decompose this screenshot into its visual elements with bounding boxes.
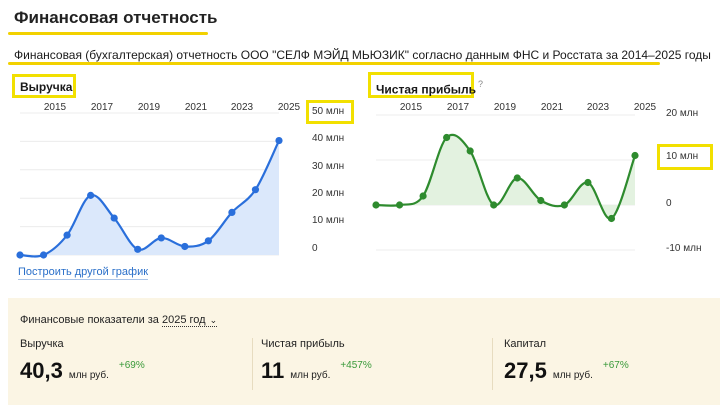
revenue-y-tick: 40 млн <box>312 133 345 144</box>
year-label: 2023 <box>586 102 610 113</box>
metric-name: Капитал <box>504 338 547 350</box>
revenue-y-tick: 30 млн <box>312 161 345 172</box>
metric-change: +67% <box>602 360 629 371</box>
data-point <box>560 201 568 209</box>
data-point <box>181 242 189 251</box>
selected-year: 2025 год <box>162 314 206 326</box>
revenue-y-tick: 50 млн <box>312 106 345 117</box>
page-title: Финансовая отчетность <box>14 8 218 27</box>
metric-name: Выручка <box>20 338 64 350</box>
year-label: 2017 <box>90 102 114 113</box>
build-another-chart-link[interactable]: Построить другой график <box>18 266 149 280</box>
report-subtitle: Финансовая (бухгалтерская) отчетность ОО… <box>14 48 711 62</box>
year-label: 2015 <box>399 102 423 113</box>
metric-unit: млн руб. <box>290 370 331 381</box>
metric-revenue: Выручка 40,3 млн руб. +69% <box>20 338 145 384</box>
revenue-y-tick: 10 млн <box>312 215 345 226</box>
data-point <box>631 151 639 160</box>
series-line <box>374 133 637 220</box>
data-point <box>490 201 498 209</box>
profit-y-tick: 20 млн <box>666 108 699 119</box>
year-label: 2015 <box>43 102 67 113</box>
revenue-y-tick: 20 млн <box>312 188 345 199</box>
year-label: 2021 <box>540 102 564 113</box>
profit-chart-label: Чистая прибыль <box>376 82 476 97</box>
year-label: 2025 <box>277 102 301 113</box>
year-label: 2019 <box>137 102 161 113</box>
data-point <box>251 186 260 194</box>
profit-y-tick: 0 <box>666 198 672 209</box>
title-highlight-underline <box>8 32 208 35</box>
metric-name: Чистая прибыль <box>261 338 345 350</box>
metric-value: 11 <box>261 358 285 383</box>
profit-label-highlight <box>368 72 474 98</box>
metric-capital: Капитал 27,5 млн руб. +67% <box>504 338 629 384</box>
data-point <box>134 245 142 253</box>
summary-header: Финансовые показатели за 2025 год ⌄ <box>20 314 218 327</box>
data-point <box>395 201 404 209</box>
data-point <box>584 178 592 187</box>
metric-value: 40,3 <box>20 358 63 383</box>
summary-prefix: Финансовые показатели за <box>20 314 159 326</box>
year-label: 2023 <box>230 102 254 113</box>
help-icon[interactable]: ? <box>477 79 483 89</box>
metric-change: +457% <box>340 360 372 371</box>
profit-y-tick: 10 млн <box>666 151 699 162</box>
data-point <box>419 192 427 200</box>
data-point <box>87 191 95 199</box>
data-point <box>537 196 545 205</box>
data-point <box>110 214 118 222</box>
data-point <box>372 201 380 209</box>
data-point <box>607 214 616 223</box>
revenue-y-tick: 0 <box>312 243 318 254</box>
data-point <box>204 237 212 245</box>
data-point <box>157 234 165 242</box>
year-label: 2019 <box>493 102 517 113</box>
metric-divider <box>492 338 493 390</box>
metric-unit: млн руб. <box>68 370 109 381</box>
profit-y-tick: -10 млн <box>666 243 702 254</box>
year-dropdown[interactable]: 2025 год ⌄ <box>162 314 218 327</box>
data-point <box>513 174 521 182</box>
year-label: 2021 <box>184 102 208 113</box>
metric-divider <box>252 338 253 390</box>
revenue-label-highlight <box>12 74 76 98</box>
data-point <box>466 147 474 155</box>
series-area <box>376 134 635 219</box>
financial-summary-panel: Финансовые показатели за 2025 год ⌄ Выруч… <box>8 298 720 405</box>
series-area <box>20 140 279 257</box>
data-point <box>228 208 236 216</box>
metric-change: +69% <box>118 360 145 371</box>
profit-tick-highlight <box>657 144 713 170</box>
metric-unit: млн руб. <box>552 370 593 381</box>
revenue-max-tick-highlight <box>306 100 354 124</box>
data-point <box>275 136 283 145</box>
year-label: 2025 <box>633 102 657 113</box>
data-point <box>443 133 451 142</box>
metric-net-profit: Чистая прибыль 11 млн руб. +457% <box>261 338 372 384</box>
data-point <box>63 231 71 239</box>
data-point <box>39 251 48 259</box>
subtitle-highlight-underline <box>8 62 660 65</box>
chevron-down-icon: ⌄ <box>209 315 218 325</box>
revenue-chart-label: Выручка <box>20 80 73 94</box>
profit-chart-label-wrap: Чистая прибыль? <box>376 79 483 98</box>
data-point <box>16 251 24 259</box>
year-label: 2017 <box>446 102 470 113</box>
metric-value: 27,5 <box>504 358 547 383</box>
